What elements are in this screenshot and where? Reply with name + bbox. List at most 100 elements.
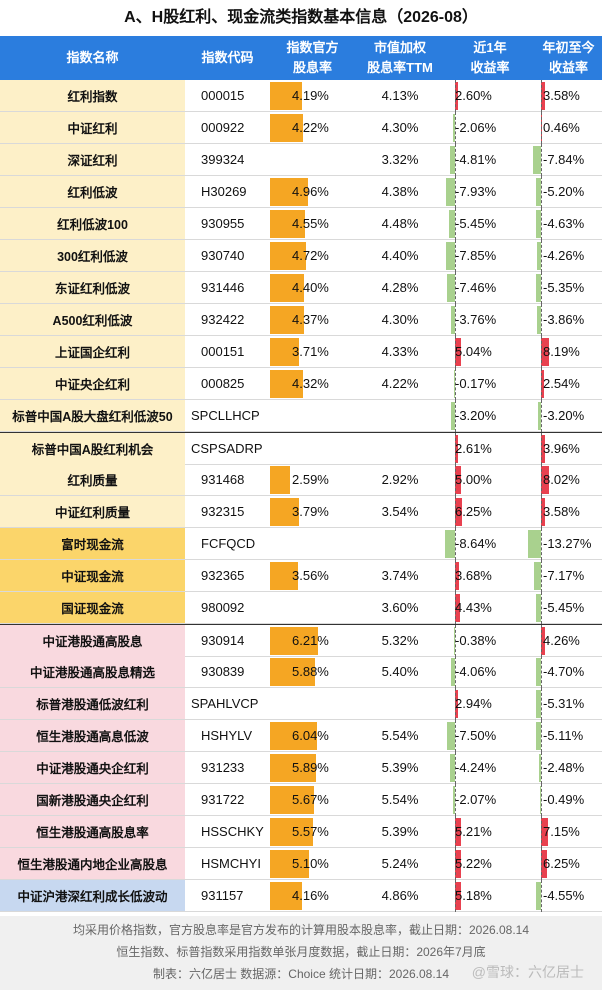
official-yield-value: 5.88% [292, 664, 329, 679]
official-yield-value: 4.19% [292, 88, 329, 103]
official-yield-cell [270, 688, 355, 720]
return-ytd-value: -5.35% [543, 280, 585, 295]
return-1y-cell: -3.76% [445, 304, 535, 336]
index-code: HSSCHKY [185, 816, 270, 848]
return-1y-cell: 2.60% [445, 80, 535, 112]
return-ytd-axis [541, 464, 542, 496]
return-ytd-bar [538, 402, 541, 430]
return-ytd-axis [541, 400, 542, 432]
index-name: 中证沪港深红利成长低波动 [0, 880, 185, 912]
return-1y-value: 5.18% [455, 888, 492, 903]
return-ytd-bar [536, 210, 541, 238]
ttm-yield-value: 4.13% [355, 80, 445, 112]
return-1y-axis [455, 336, 456, 368]
return-1y-bar [447, 274, 455, 302]
table-row: 国证现金流 980092 3.60% 4.43% -5.45% [0, 592, 602, 624]
return-ytd-cell: -7.17% [534, 560, 602, 592]
return-1y-value: -4.81% [455, 152, 497, 167]
return-ytd-axis [541, 336, 542, 368]
return-1y-bar [455, 82, 458, 110]
return-1y-axis [455, 112, 456, 144]
ttm-yield-value: 4.40% [355, 240, 445, 272]
return-1y-cell: 5.04% [445, 336, 535, 368]
return-1y-cell: 5.22% [445, 848, 535, 880]
ttm-yield-value [355, 433, 445, 465]
return-1y-axis [455, 816, 456, 848]
header-return-ytd-line1: 年初至今 [542, 40, 595, 55]
table-row: 中证红利质量 932315 3.79% 3.54% 6.25% 3.58% [0, 496, 602, 528]
return-ytd-cell: 3.96% [535, 433, 602, 465]
return-1y-bar [445, 530, 455, 558]
return-ytd-axis [541, 688, 542, 720]
return-ytd-bar [536, 722, 541, 750]
footer-note-3: 制表：六亿居士 数据源：Choice 统计日期：2026.08.14 [152, 967, 450, 981]
return-1y-cell: -4.81% [445, 144, 535, 176]
return-1y-axis [455, 144, 456, 176]
official-yield-cell: 4.55% [270, 208, 355, 240]
header-official-yield-line1: 指数官方 [286, 40, 339, 55]
return-ytd-axis [541, 208, 542, 240]
return-ytd-cell: 8.02% [535, 464, 602, 496]
return-ytd-axis [541, 304, 542, 336]
return-ytd-cell: -4.63% [535, 208, 602, 240]
return-ytd-cell: -5.31% [535, 688, 602, 720]
index-code: 000015 [185, 80, 270, 112]
return-1y-cell: 2.94% [445, 688, 535, 720]
official-yield-bar [270, 114, 303, 142]
official-yield-value: 5.67% [292, 792, 329, 807]
return-ytd-cell: 6.25% [535, 848, 602, 880]
return-1y-bar [451, 658, 455, 686]
index-code: 930839 [185, 656, 270, 688]
return-1y-cell: -5.45% [445, 208, 535, 240]
return-ytd-bar [541, 82, 545, 110]
ttm-yield-value: 3.74% [355, 560, 445, 592]
index-code: HSHYLV [185, 720, 270, 752]
ttm-yield-value: 5.39% [355, 816, 445, 848]
return-1y-axis [455, 688, 456, 720]
return-1y-cell: -4.06% [445, 656, 535, 688]
index-name: 中证港股通高股息精选 [0, 656, 185, 688]
return-1y-axis [455, 592, 456, 624]
index-code: 930740 [185, 240, 270, 272]
official-yield-value: 6.04% [292, 728, 329, 743]
header-return-1y-line1: 近1年 [473, 40, 507, 55]
return-1y-value: -2.06% [455, 120, 497, 135]
ttm-yield-value: 3.54% [355, 496, 445, 528]
official-yield-bar [270, 658, 315, 686]
return-ytd-value: -7.17% [543, 568, 585, 583]
return-1y-value: 5.04% [455, 344, 492, 359]
return-ytd-value: -0.49% [543, 792, 585, 807]
return-1y-axis [455, 400, 456, 432]
return-1y-bar [450, 146, 455, 174]
ttm-yield-value: 4.38% [355, 176, 445, 208]
official-yield-bar [270, 562, 298, 590]
return-1y-value: 5.22% [455, 856, 492, 871]
return-1y-value: -2.07% [455, 792, 497, 807]
return-1y-axis [455, 433, 456, 465]
table-row: 标普港股通低波红利 SPAHLVCP 2.94% -5.31% [0, 688, 602, 720]
official-yield-cell: 6.21% [270, 625, 355, 657]
return-ytd-bar [534, 562, 541, 590]
return-1y-axis [455, 752, 456, 784]
return-1y-value: -0.38% [455, 633, 497, 648]
return-ytd-bar [536, 178, 541, 206]
table-row: 红利指数 000015 4.19% 4.13% 2.60% 3.58% [0, 80, 602, 112]
index-name: 国证现金流 [0, 592, 185, 624]
return-1y-axis [455, 80, 456, 112]
index-name: 红利质量 [0, 464, 185, 496]
official-yield-bar [270, 882, 302, 910]
index-name: 恒生港股通高股息率 [0, 816, 185, 848]
official-yield-cell: 4.22% [270, 112, 355, 144]
index-name: 中证红利质量 [0, 496, 185, 528]
table-row: 标普中国A股大盘红利低波50 SPCLLHCP -3.20% -3.20% [0, 400, 602, 432]
return-1y-bar [455, 435, 458, 463]
index-code: 931722 [185, 784, 270, 816]
return-1y-bar [455, 466, 461, 494]
table-row: 恒生港股通高息低波 HSHYLV 6.04% 5.54% -7.50% -5.11% [0, 720, 602, 752]
return-ytd-axis [541, 496, 542, 528]
official-yield-bar [270, 786, 314, 814]
return-ytd-cell: -4.70% [535, 656, 602, 688]
return-ytd-value: -5.11% [543, 728, 584, 743]
index-code: 000922 [185, 112, 270, 144]
return-ytd-cell: -5.11% [535, 720, 602, 752]
